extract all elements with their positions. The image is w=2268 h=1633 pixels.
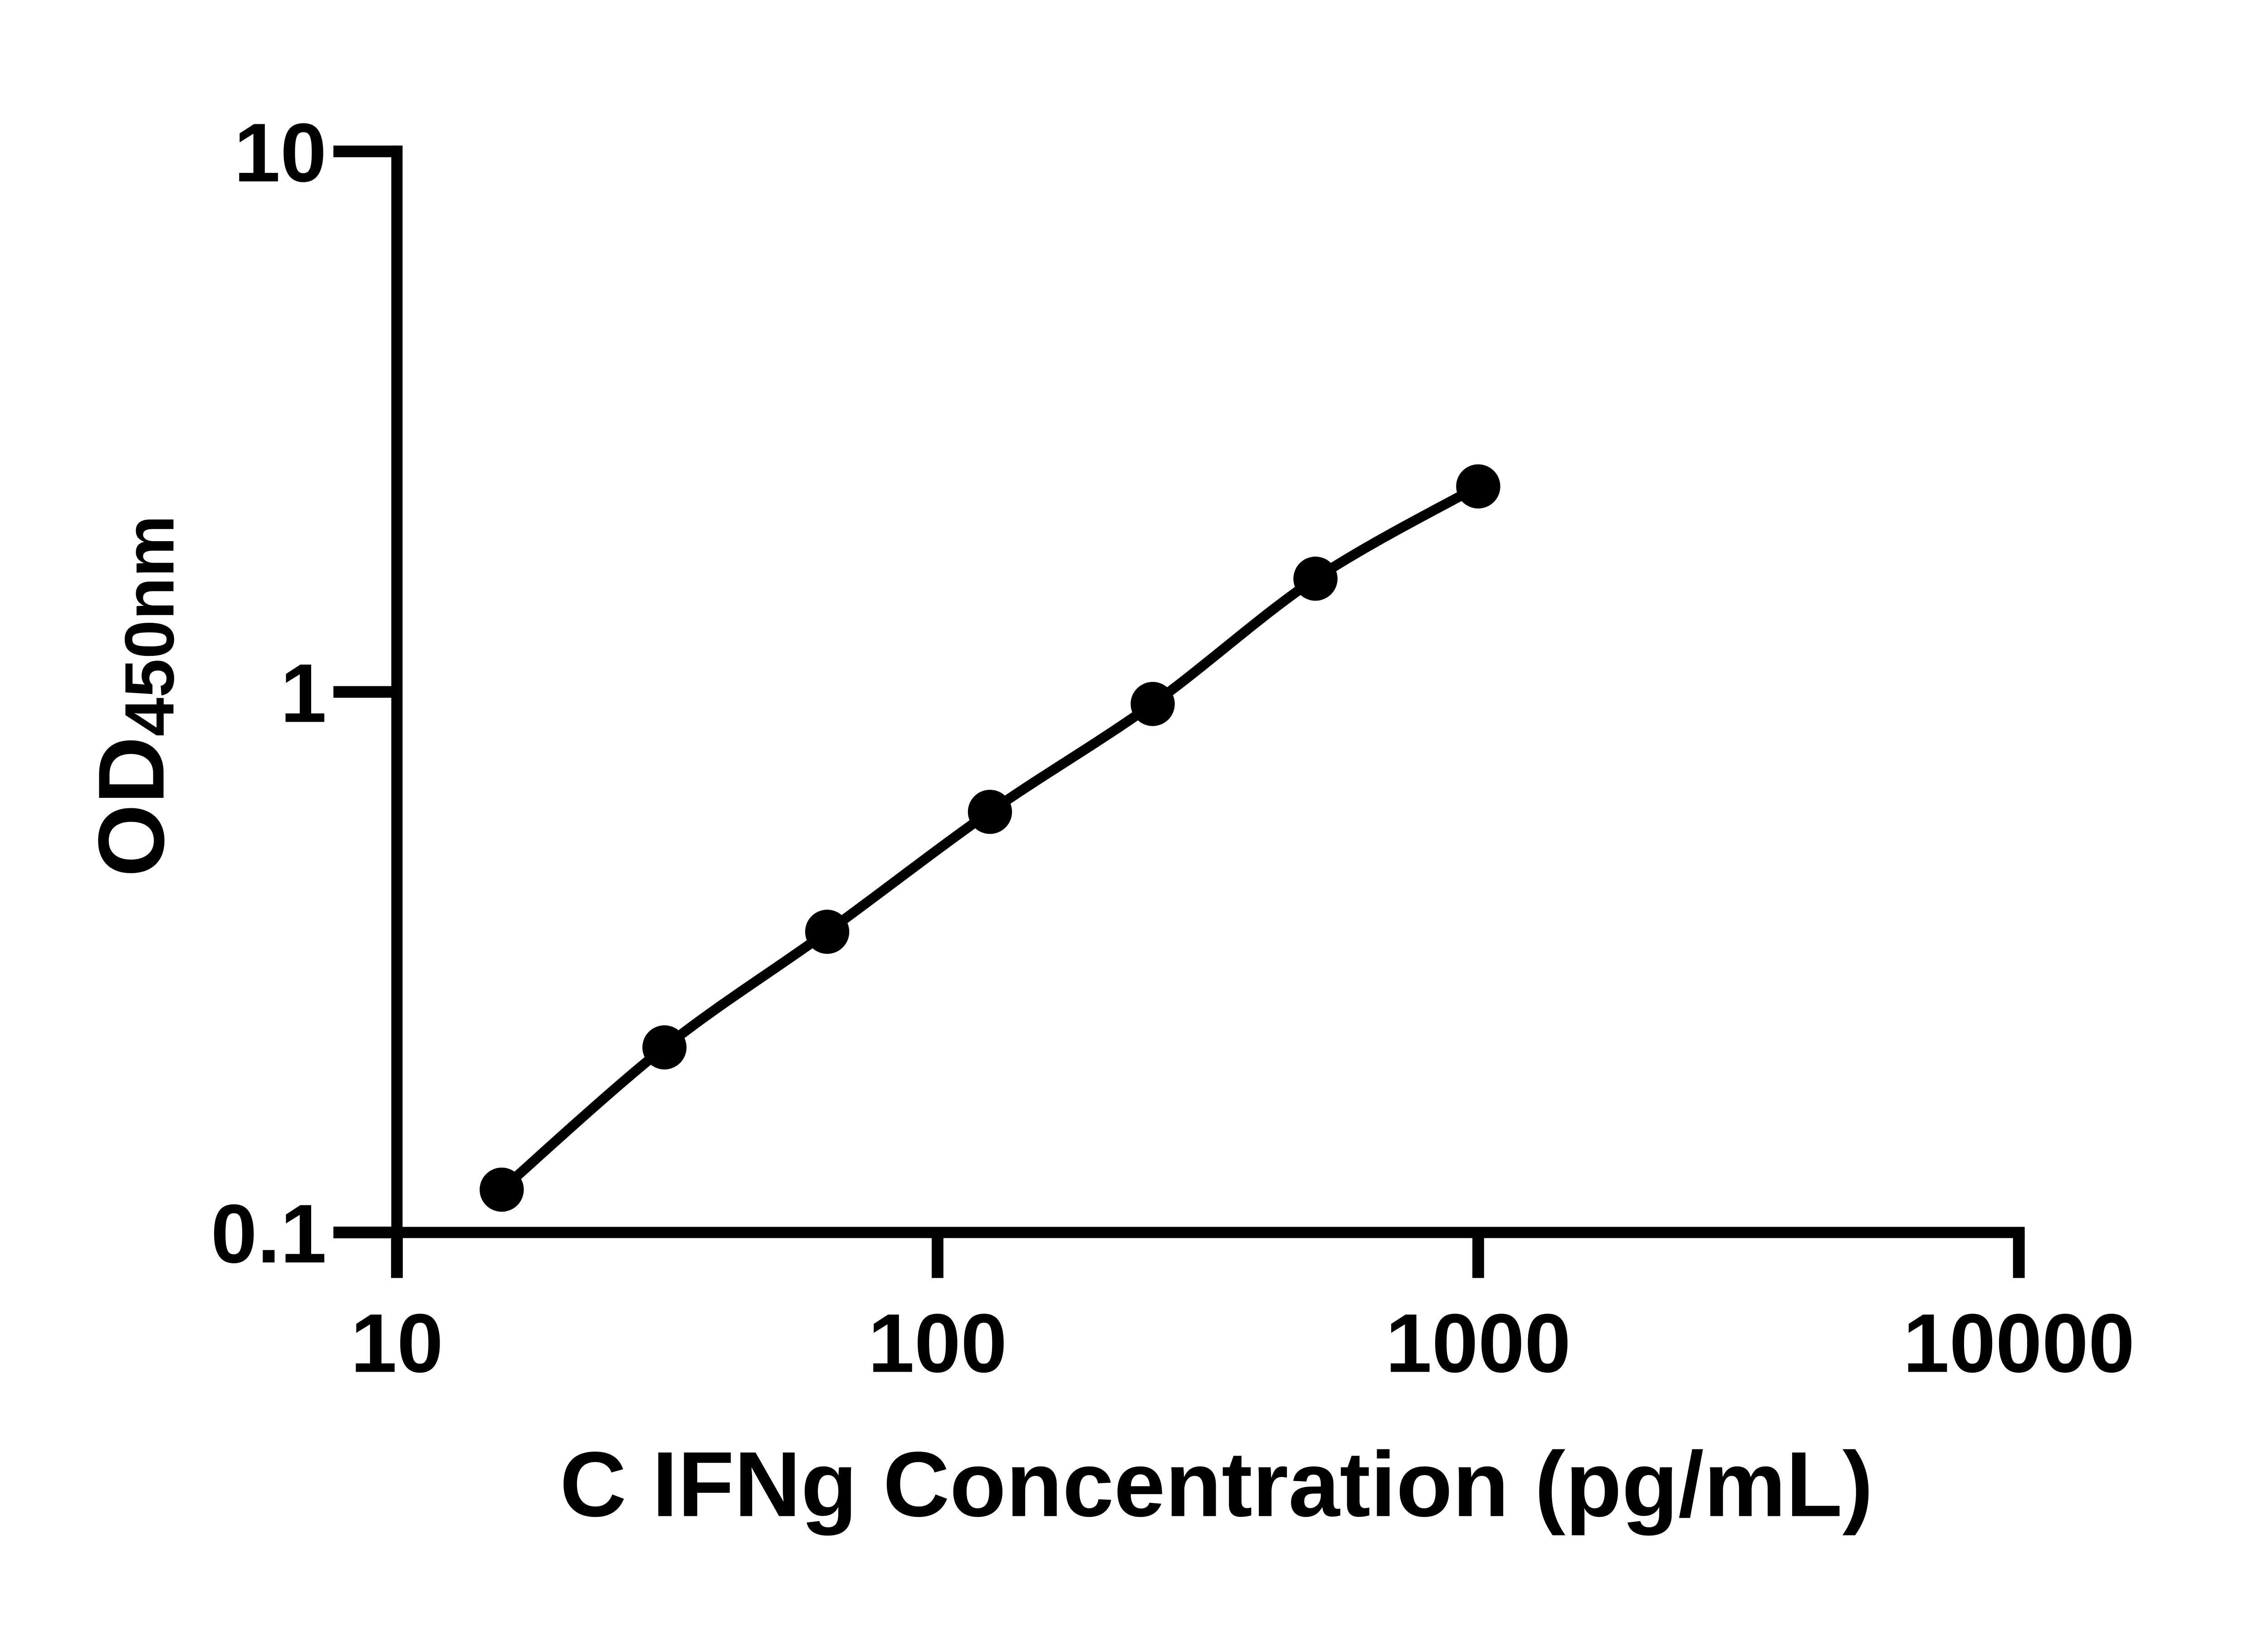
x-axis-title: C IFNg Concentration (pg/mL) — [560, 1433, 1873, 1536]
data-point — [642, 1025, 687, 1070]
axes — [333, 145, 2025, 1278]
x-tick-label: 100 — [868, 1296, 1007, 1389]
data-point — [1293, 557, 1338, 601]
y-tick-label: 0.1 — [211, 1187, 327, 1280]
data-point — [479, 1167, 524, 1212]
x-tick-label: 10 — [351, 1296, 443, 1389]
y-axis-title-main: OD — [79, 736, 184, 877]
x-tick-label: 10000 — [1903, 1296, 2135, 1389]
y-tick-label: 1 — [280, 647, 327, 740]
tick-labels: 10 100 1000 10000 0.1 1 10 — [211, 106, 2135, 1390]
data-points-group — [479, 464, 1501, 1212]
y-tick-label: 10 — [234, 106, 327, 199]
data-point — [1456, 464, 1501, 508]
data-point — [968, 790, 1012, 834]
x-tick-label: 1000 — [1385, 1296, 1571, 1389]
y-axis-title: OD450nm — [79, 515, 189, 877]
y-axis-title-sub: 450nm — [110, 515, 188, 737]
data-point — [805, 909, 850, 954]
data-point — [1130, 682, 1175, 726]
